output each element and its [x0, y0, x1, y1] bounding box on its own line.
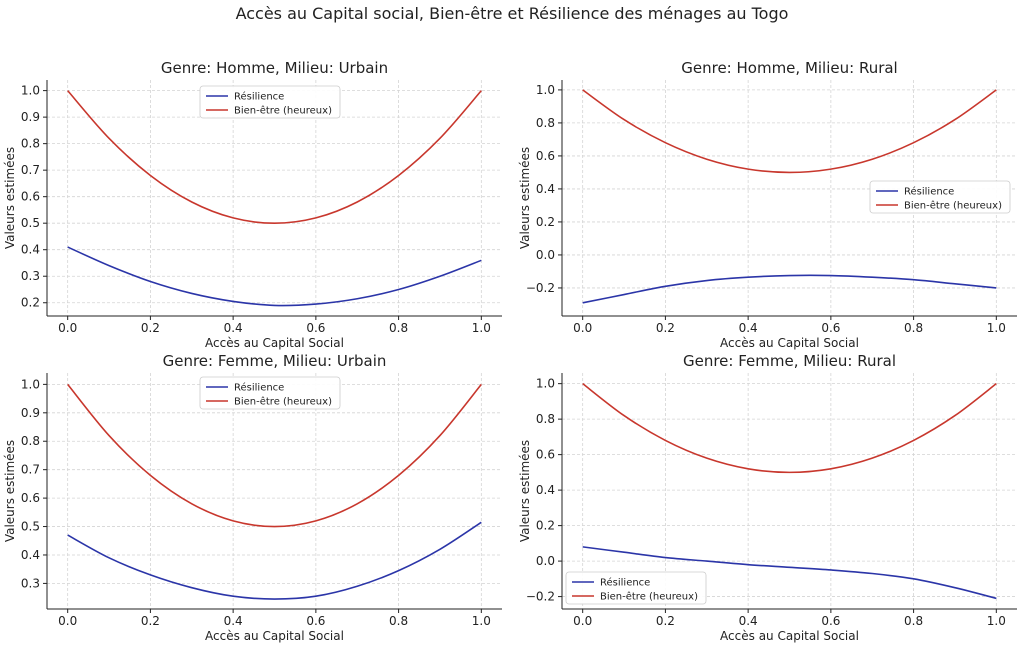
y-tick-label: 0.4: [21, 243, 40, 257]
x-tick-label: 0.6: [821, 321, 840, 335]
series-line-resilience: [582, 274, 997, 304]
y-tick-label: 0.5: [21, 216, 40, 230]
y-tick-label: 0.6: [21, 491, 40, 505]
y-tick-label: 0.8: [536, 116, 555, 130]
y-tick-label: 0.3: [21, 269, 40, 283]
figure-title: Accès au Capital social, Bien-être et Ré…: [235, 4, 789, 23]
x-tick-label: 0.2: [141, 614, 160, 628]
y-tick-label: 0.6: [21, 190, 40, 204]
y-tick-label: 0.4: [21, 548, 40, 562]
y-tick-label: 0.2: [536, 519, 555, 533]
legend-label: Résilience: [904, 186, 954, 198]
x-axis-label: Accès au Capital Social: [205, 629, 344, 643]
x-tick-label: 0.4: [739, 614, 758, 628]
x-tick-label: 1.0: [472, 614, 491, 628]
panel-title: Genre: Homme, Milieu: Urbain: [161, 59, 388, 77]
legend: Résilience Bien-être (heureux): [565, 571, 707, 605]
series-line-resilience: [67, 246, 482, 307]
y-tick-label: 0.9: [21, 110, 40, 124]
x-tick-label: 0.6: [821, 614, 840, 628]
y-tick-label: 0.5: [21, 520, 40, 534]
y-tick-label: 0.8: [536, 412, 555, 426]
panel-title: Genre: Femme, Milieu: Rural: [683, 352, 896, 370]
x-tick-label: 0.2: [141, 321, 160, 335]
legend: Résilience Bien-être (heureux): [199, 85, 341, 119]
legend-label: Résilience: [234, 91, 284, 103]
y-tick-label: 0.4: [536, 182, 555, 196]
series-line-bien-etre: [582, 383, 997, 474]
y-axis-label: Valeurs estimées: [518, 147, 532, 249]
y-tick-label: 0.2: [536, 215, 555, 229]
y-axis-label: Valeurs estimées: [3, 440, 17, 542]
x-tick-label: 1.0: [987, 614, 1006, 628]
legend-box: [199, 376, 341, 410]
panel-title: Genre: Femme, Milieu: Urbain: [163, 352, 387, 370]
y-tick-label: −0.2: [526, 281, 555, 295]
y-tick-label: 0.8: [21, 434, 40, 448]
series-line-bien-etre: [582, 89, 997, 174]
y-tick-label: 1.0: [536, 83, 555, 97]
y-tick-label: 0.6: [536, 149, 555, 163]
x-tick-label: 0.0: [573, 321, 592, 335]
legend-box: [869, 180, 1011, 214]
y-tick-label: 0.2: [21, 296, 40, 310]
x-tick-label: 0.4: [224, 321, 243, 335]
series-line-resilience: [582, 546, 997, 600]
x-tick-label: 0.0: [58, 321, 77, 335]
y-axis-label: Valeurs estimées: [3, 147, 17, 249]
x-tick-label: 1.0: [987, 321, 1006, 335]
series-line-resilience: [67, 521, 482, 600]
series-line-bien-etre: [67, 90, 482, 224]
x-tick-label: 0.8: [904, 321, 923, 335]
legend-box: [199, 85, 341, 119]
y-axis-label: Valeurs estimées: [518, 440, 532, 542]
x-tick-label: 0.8: [389, 614, 408, 628]
legend-label: Bien-être (heureux): [234, 396, 332, 408]
y-tick-label: −0.2: [526, 590, 555, 604]
y-tick-label: 1.0: [536, 377, 555, 391]
legend-label: Résilience: [234, 382, 284, 394]
x-axis-label: Accès au Capital Social: [205, 336, 344, 350]
y-tick-label: 0.0: [536, 248, 555, 262]
y-tick-label: 0.7: [21, 163, 40, 177]
x-tick-label: 1.0: [472, 321, 491, 335]
x-tick-label: 0.0: [573, 614, 592, 628]
x-tick-label: 0.8: [904, 614, 923, 628]
y-tick-label: 0.3: [21, 576, 40, 590]
x-tick-label: 0.6: [306, 321, 325, 335]
legend: Résilience Bien-être (heureux): [869, 180, 1011, 214]
y-tick-label: 0.7: [21, 463, 40, 477]
y-tick-label: 0.9: [21, 406, 40, 420]
x-tick-label: 0.0: [58, 614, 77, 628]
panel-title: Genre: Homme, Milieu: Rural: [681, 59, 897, 77]
legend-label: Bien-être (heureux): [600, 591, 698, 603]
x-tick-label: 0.8: [389, 321, 408, 335]
legend-box: [565, 571, 707, 605]
x-tick-label: 0.2: [656, 321, 675, 335]
y-tick-label: 0.6: [536, 448, 555, 462]
legend-label: Bien-être (heureux): [234, 105, 332, 117]
y-tick-label: 0.4: [536, 483, 555, 497]
y-tick-label: 0.0: [536, 554, 555, 568]
x-tick-label: 0.2: [656, 614, 675, 628]
y-tick-label: 1.0: [21, 84, 40, 98]
x-axis-label: Accès au Capital Social: [720, 629, 859, 643]
series-line-bien-etre: [67, 383, 482, 528]
x-tick-label: 0.6: [306, 614, 325, 628]
y-tick-label: 1.0: [21, 377, 40, 391]
x-tick-label: 0.4: [739, 321, 758, 335]
x-axis-label: Accès au Capital Social: [720, 336, 859, 350]
x-tick-label: 0.4: [224, 614, 243, 628]
legend-label: Résilience: [600, 577, 650, 589]
legend-label: Bien-être (heureux): [904, 200, 1002, 212]
legend: Résilience Bien-être (heureux): [199, 376, 341, 410]
y-tick-label: 0.8: [21, 137, 40, 151]
